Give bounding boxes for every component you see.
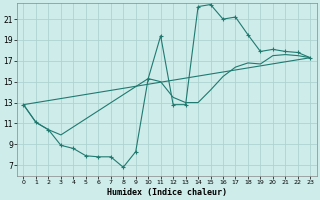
X-axis label: Humidex (Indice chaleur): Humidex (Indice chaleur) <box>107 188 227 197</box>
